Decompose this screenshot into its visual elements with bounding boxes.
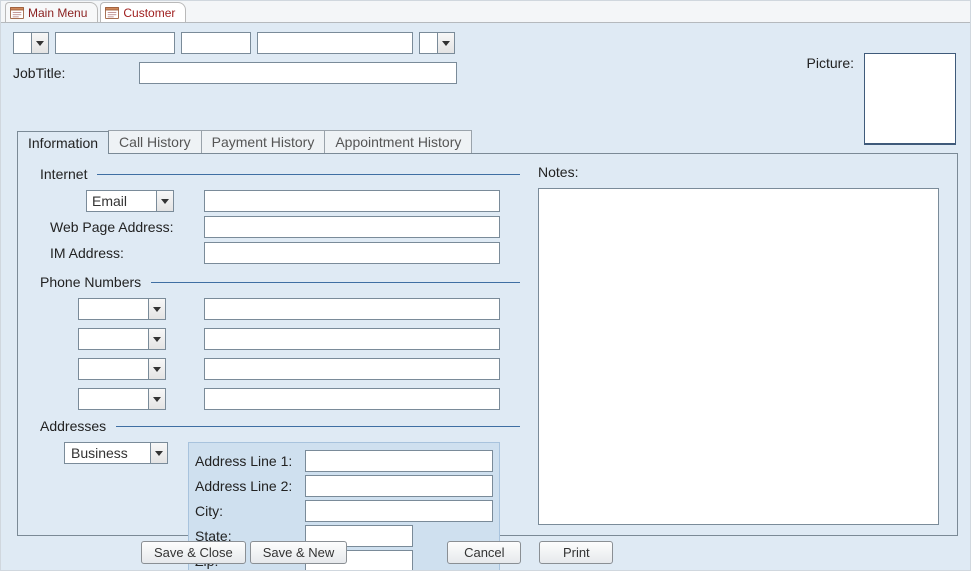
phone-type-combo[interactable] [78, 298, 166, 320]
first-name-input[interactable] [55, 32, 175, 54]
legend-line [116, 426, 520, 427]
name-row [13, 31, 958, 55]
phone-section [40, 298, 520, 410]
addr-line1-input[interactable] [305, 450, 493, 472]
save-close-button[interactable]: Save & Close [141, 541, 246, 564]
webpage-label: Web Page Address: [40, 219, 188, 235]
phone-input[interactable] [204, 328, 500, 350]
tab-label: Call History [119, 134, 191, 150]
combo-value: Email [90, 193, 127, 209]
button-label: Print [563, 545, 590, 560]
detail-tab-body: Internet Email Web Page Address: [17, 153, 958, 536]
webpage-row: Web Page Address: [40, 216, 520, 238]
email-type-combo[interactable]: Email [86, 190, 174, 212]
notes-label: Notes: [538, 164, 943, 180]
doc-tab-bar: Main Menu Customer [1, 1, 970, 23]
chevron-down-icon [31, 33, 48, 53]
tab-label: Payment History [212, 134, 315, 150]
phone-row-3 [40, 358, 520, 380]
webpage-input[interactable] [204, 216, 500, 238]
address-type-combo[interactable]: Business [64, 442, 168, 464]
email-input[interactable] [204, 190, 500, 212]
doc-tab-label: Customer [123, 6, 175, 20]
legend-line [151, 282, 520, 283]
chevron-down-icon [148, 299, 165, 319]
tab-appointment-history[interactable]: Appointment History [324, 130, 472, 153]
chevron-down-icon [148, 389, 165, 409]
doc-tab-main-menu[interactable]: Main Menu [5, 2, 98, 22]
jobtitle-input[interactable] [139, 62, 457, 84]
chevron-down-icon [156, 191, 173, 211]
addr-city-label: City: [195, 503, 299, 519]
tab-payment-history[interactable]: Payment History [201, 130, 326, 153]
cancel-button[interactable]: Cancel [447, 541, 521, 564]
notes-textarea[interactable] [538, 188, 939, 525]
doc-tab-customer[interactable]: Customer [100, 2, 186, 22]
chevron-down-icon [148, 359, 165, 379]
addr-city-input[interactable] [305, 500, 493, 522]
im-row: IM Address: [40, 242, 520, 264]
picture-label: Picture: [807, 53, 854, 71]
phone-type-combo[interactable] [78, 328, 166, 350]
internet-legend: Internet [40, 166, 520, 182]
legend-text: Phone Numbers [40, 274, 141, 290]
print-button[interactable]: Print [539, 541, 613, 564]
phone-input[interactable] [204, 298, 500, 320]
tab-call-history[interactable]: Call History [108, 130, 202, 153]
chevron-down-icon [150, 443, 167, 463]
legend-text: Internet [40, 166, 87, 182]
addr-line2-row: Address Line 2: [195, 475, 493, 497]
tab-information[interactable]: Information [17, 131, 109, 154]
phone-legend: Phone Numbers [40, 274, 520, 290]
im-label: IM Address: [40, 245, 188, 261]
button-label: Cancel [464, 545, 504, 560]
tab-label: Information [28, 135, 98, 151]
phone-row-4 [40, 388, 520, 410]
addr-line1-row: Address Line 1: [195, 450, 493, 472]
detail-tab-control: Information Call History Payment History… [17, 129, 958, 536]
addr-line2-label: Address Line 2: [195, 478, 299, 494]
addr-city-row: City: [195, 500, 493, 522]
prefix-combo[interactable] [13, 32, 49, 54]
phone-input[interactable] [204, 358, 500, 380]
phone-type-combo[interactable] [78, 388, 166, 410]
chevron-down-icon [148, 329, 165, 349]
button-row: Save & Close Save & New Cancel Print [1, 538, 970, 566]
phone-input[interactable] [204, 388, 500, 410]
addr-line1-label: Address Line 1: [195, 453, 299, 469]
button-label: Save & New [263, 545, 335, 560]
form-icon [10, 7, 24, 19]
doc-tab-label: Main Menu [28, 6, 87, 20]
email-row: Email [40, 190, 520, 212]
form-icon [105, 7, 119, 19]
tab-label: Appointment History [335, 134, 461, 150]
combo-value: Business [68, 445, 128, 461]
app-root: Main Menu Customer JobTitle: Picture: [0, 0, 971, 571]
middle-name-input[interactable] [181, 32, 251, 54]
suffix-combo[interactable] [419, 32, 455, 54]
button-label: Save & Close [154, 545, 233, 560]
chevron-down-icon [437, 33, 454, 53]
phone-row-2 [40, 328, 520, 350]
legend-text: Addresses [40, 418, 106, 434]
im-input[interactable] [204, 242, 500, 264]
addresses-legend: Addresses [40, 418, 520, 434]
addr-line2-input[interactable] [305, 475, 493, 497]
save-new-button[interactable]: Save & New [250, 541, 348, 564]
legend-line [97, 174, 520, 175]
phone-row-1 [40, 298, 520, 320]
left-column: Internet Email Web Page Address: [40, 160, 520, 527]
last-name-input[interactable] [257, 32, 413, 54]
form-area: JobTitle: Picture: Information Call Hist… [1, 23, 970, 570]
phone-type-combo[interactable] [78, 358, 166, 380]
jobtitle-label: JobTitle: [13, 65, 133, 81]
right-column: Notes: [538, 164, 943, 525]
detail-tab-strip: Information Call History Payment History… [17, 129, 958, 153]
